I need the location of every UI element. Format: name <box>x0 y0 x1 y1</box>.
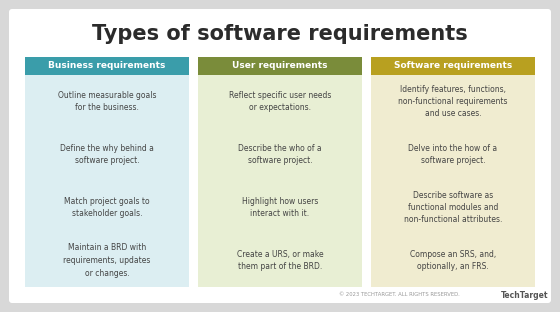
Text: Identify features, functions,
non-functional requirements
and use cases.: Identify features, functions, non-functi… <box>398 85 508 119</box>
Text: Create a URS, or make
them part of the BRD.: Create a URS, or make them part of the B… <box>237 250 323 271</box>
Text: User requirements: User requirements <box>232 61 328 71</box>
Text: Define the why behind a
software project.: Define the why behind a software project… <box>60 144 154 165</box>
Text: © 2023 TECHTARGET. ALL RIGHTS RESERVED.: © 2023 TECHTARGET. ALL RIGHTS RESERVED. <box>339 293 460 298</box>
Text: Describe software as
functional modules and
non-functional attributes.: Describe software as functional modules … <box>404 191 502 225</box>
Text: Match project goals to
stakeholder goals.: Match project goals to stakeholder goals… <box>64 197 150 218</box>
FancyBboxPatch shape <box>25 57 189 75</box>
FancyBboxPatch shape <box>371 75 535 287</box>
Text: Software requirements: Software requirements <box>394 61 512 71</box>
Text: Outline measurable goals
for the business.: Outline measurable goals for the busines… <box>58 91 156 112</box>
Text: Reflect specific user needs
or expectations.: Reflect specific user needs or expectati… <box>229 91 331 112</box>
Text: Types of software requirements: Types of software requirements <box>92 24 468 44</box>
Text: Describe the who of a
software project.: Describe the who of a software project. <box>238 144 322 165</box>
FancyBboxPatch shape <box>198 57 362 75</box>
Text: Maintain a BRD with
requirements, updates
or changes.: Maintain a BRD with requirements, update… <box>63 243 151 277</box>
Text: TechTarget: TechTarget <box>501 290 548 300</box>
FancyBboxPatch shape <box>9 9 551 303</box>
Text: Compose an SRS, and,
optionally, an FRS.: Compose an SRS, and, optionally, an FRS. <box>410 250 496 271</box>
Text: Highlight how users
interact with it.: Highlight how users interact with it. <box>242 197 318 218</box>
FancyBboxPatch shape <box>198 75 362 287</box>
FancyBboxPatch shape <box>25 75 189 287</box>
Text: Delve into the how of a
software project.: Delve into the how of a software project… <box>408 144 498 165</box>
Text: Business requirements: Business requirements <box>48 61 166 71</box>
FancyBboxPatch shape <box>371 57 535 75</box>
